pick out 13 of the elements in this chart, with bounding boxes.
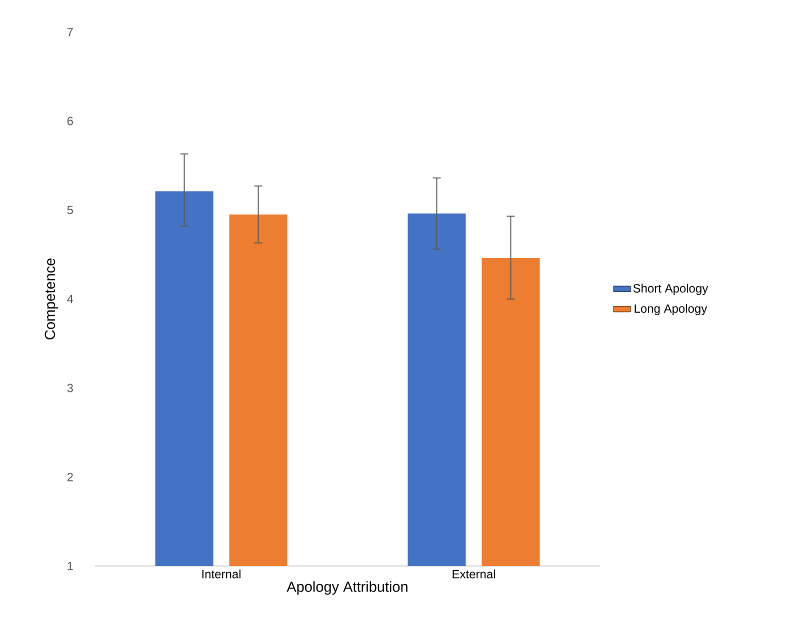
x-tick-label: External <box>452 570 495 578</box>
y-tick-label: 3 <box>67 384 73 392</box>
y-axis-title: Competence <box>44 258 58 340</box>
legend-label: Short Apology <box>633 284 708 295</box>
x-axis-title: Apology Attribution <box>286 581 408 595</box>
y-tick-label: 5 <box>67 206 73 214</box>
x-tick-label: Internal <box>202 570 240 578</box>
legend-label: Long Apology <box>634 304 708 316</box>
y-tick-label: 1 <box>68 562 73 570</box>
y-tick-label: 4 <box>67 294 74 304</box>
y-tick-label: 7 <box>67 28 73 36</box>
y-tick-label: 2 <box>67 472 73 482</box>
y-tick-label: 6 <box>67 116 73 126</box>
